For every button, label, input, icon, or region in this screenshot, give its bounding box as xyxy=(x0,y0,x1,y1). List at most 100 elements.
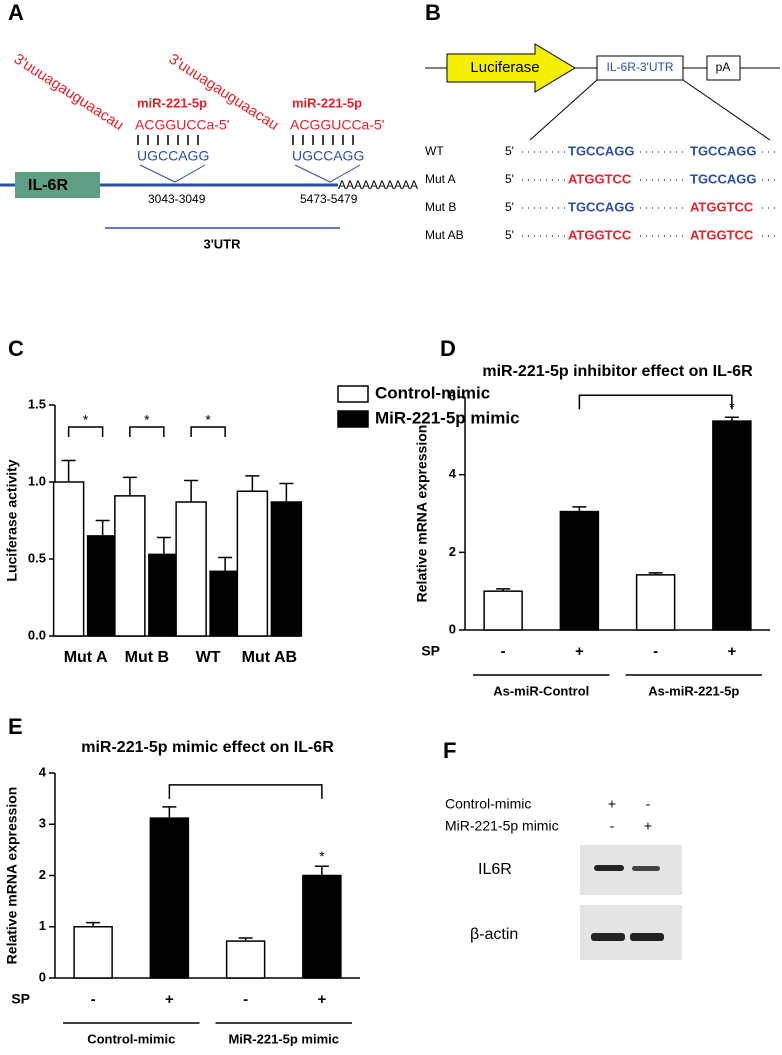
legend-swatch xyxy=(337,385,369,403)
sequence-rows: WT 5' TGCCAGG TGCCAGG Mut A 5' ATGGTCC TGCCAGG M… xyxy=(425,143,780,242)
x-tick-label: - xyxy=(243,991,248,1008)
site-position: 5473-5479 xyxy=(300,192,358,206)
chart-title: miR-221-5p inhibitor effect on IL-6R xyxy=(482,363,753,380)
condition-label: MiR-221-5p mimic xyxy=(445,818,559,834)
panel-letter: E xyxy=(8,714,23,739)
bar xyxy=(236,490,269,637)
y-tick-label: 6 xyxy=(449,388,456,403)
bar xyxy=(302,874,342,979)
significance-label: * xyxy=(205,412,211,428)
band-label: IL6R xyxy=(478,861,512,878)
y-tick-label: 3 xyxy=(39,816,46,831)
band xyxy=(591,933,625,941)
legend-label: MiR-221-5p mimic xyxy=(375,408,520,427)
bar xyxy=(712,420,752,631)
row-name: WT xyxy=(425,144,444,158)
bar xyxy=(86,535,119,637)
x-tick-label: - xyxy=(653,643,658,660)
bar xyxy=(635,574,676,631)
utr-label: 3'UTR xyxy=(203,236,241,251)
poly-a: AAAAAAAAAA xyxy=(338,178,418,192)
panel-letter: F xyxy=(443,738,456,763)
significance-bracket xyxy=(67,426,104,437)
pairing-ticks xyxy=(137,135,354,145)
error-bar xyxy=(648,572,663,575)
panel-a: A 3'uuuagauguaacau 3'uuuagauguaacau miR-… xyxy=(0,0,418,251)
y-tick-label: 0.5 xyxy=(28,550,46,565)
y-tick-label: 0 xyxy=(39,969,46,984)
five-prime: 5' xyxy=(505,228,514,242)
error-bar xyxy=(279,482,294,503)
y-tick-label: 2 xyxy=(449,544,456,559)
five-prime: 5' xyxy=(505,200,514,214)
luciferase-label: Luciferase xyxy=(470,59,539,76)
panel-f: F Control-mimic + - MiR-221-5p mimic - + IL6R… xyxy=(443,738,682,960)
condition-mark: + xyxy=(608,796,616,812)
x-tick-label: WT xyxy=(196,649,221,666)
mir-seq: ACGGUCCa-5' xyxy=(290,117,384,133)
error-bar xyxy=(162,806,177,819)
five-prime: 5' xyxy=(505,144,514,158)
y-tick-label: 4 xyxy=(449,466,457,481)
bar xyxy=(209,570,241,637)
error-bar xyxy=(184,479,199,503)
comparison-bracket xyxy=(168,784,323,799)
zoom-lines xyxy=(529,79,771,141)
bar xyxy=(114,495,146,637)
y-tick-label: 1 xyxy=(39,918,46,933)
bar xyxy=(559,510,600,631)
x-tick-label: - xyxy=(91,991,96,1008)
category-axis-label: SP xyxy=(11,991,30,1007)
significance-bracket xyxy=(190,426,226,437)
panel-letter: D xyxy=(440,336,456,361)
utr-box xyxy=(596,55,684,81)
conditions: Control-mimic + - MiR-221-5p mimic - + xyxy=(445,796,652,834)
seq-3p: 3'uuuagauguaacau xyxy=(11,50,127,134)
row-name: Mut B xyxy=(425,200,456,214)
site: TGCCAGG xyxy=(568,143,634,158)
significance-label: * xyxy=(144,412,150,428)
y-axis-label: Relative mRNA expression xyxy=(4,787,20,965)
blot xyxy=(580,905,682,960)
error-bar xyxy=(156,536,171,555)
panel-b: B Luciferase IL-6R-3'UTR pA WT 5' TGCCAGG T… xyxy=(425,0,780,242)
luciferase-arrow xyxy=(446,43,576,93)
y-tick-label: 1.0 xyxy=(28,473,46,488)
x-tick-label: + xyxy=(575,643,584,660)
error-bar xyxy=(238,937,253,942)
mir-label: miR-221-5p xyxy=(137,95,207,110)
error-bar xyxy=(61,459,76,482)
error-bar xyxy=(496,588,511,592)
condition-mark: + xyxy=(644,818,652,834)
site: ATGGTCC xyxy=(690,199,754,214)
group-label: Control-mimic xyxy=(87,1031,175,1046)
group-label: MiR-221-5p mimic xyxy=(228,1031,339,1046)
gene-label: IL-6R xyxy=(28,177,68,194)
significance-label: * xyxy=(729,399,735,415)
x-tick-label: Mut A xyxy=(64,649,108,666)
bar xyxy=(483,590,523,631)
y-axis-label: Relative mRNA expression xyxy=(414,425,430,603)
chart-title: miR-221-5p mimic effect on IL-6R xyxy=(81,739,334,756)
group-label: As-miR-221-5p xyxy=(648,683,739,698)
site: TGCCAGG xyxy=(690,171,756,186)
x-tick-label: + xyxy=(317,991,326,1008)
five-prime: 5' xyxy=(505,172,514,186)
band xyxy=(630,933,664,941)
utr-box-label: IL-6R-3'UTR xyxy=(607,60,674,74)
y-tick-label: 2 xyxy=(39,867,46,882)
error-bar xyxy=(245,475,260,492)
x-tick-label: Mut B xyxy=(125,649,169,666)
bar xyxy=(175,501,207,637)
y-tick-label: 0 xyxy=(449,621,456,636)
panel-letter: A xyxy=(8,0,24,25)
band-label: β-actin xyxy=(470,926,518,943)
site-position: 3043-3049 xyxy=(148,192,206,206)
y-tick-label: 4 xyxy=(39,764,47,779)
panel-letter: C xyxy=(8,336,24,361)
bar xyxy=(225,940,266,979)
condition-label: Control-mimic xyxy=(445,796,531,812)
x-tick-label: Mut AB xyxy=(242,649,297,666)
y-axis-label: Luciferase activity xyxy=(4,459,20,581)
